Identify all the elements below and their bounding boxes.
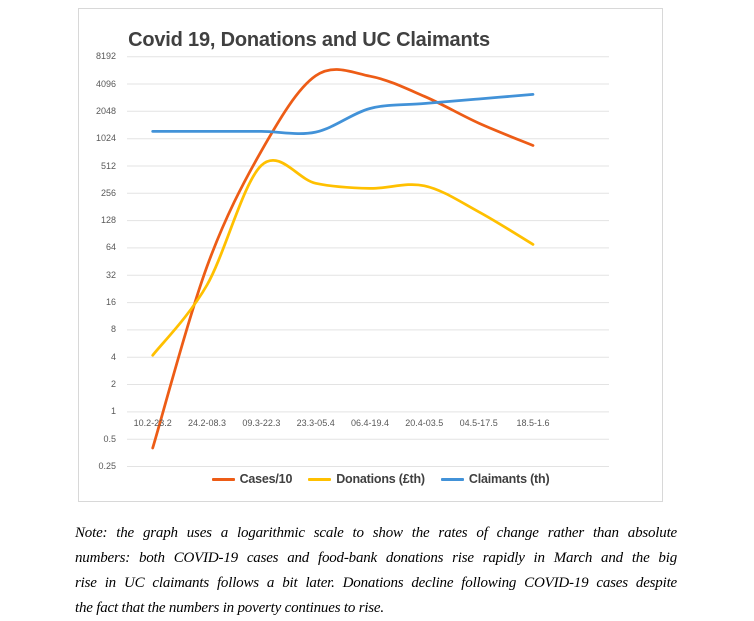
x-axis-tick-label: 09.3-22.3 <box>242 418 281 428</box>
note-line-1: Note: the graph uses a logarithmic scale… <box>75 525 677 541</box>
cases-line-swatch <box>211 477 235 481</box>
x-axis-tick-label: 18.5-1.6 <box>516 418 550 428</box>
donations-th-line <box>151 159 535 357</box>
x-axis-tick-label: 06.4-19.4 <box>350 418 390 428</box>
legend-item-donations: Donations (£th) <box>308 472 425 486</box>
y-axis-tick-label: 64 <box>105 242 116 253</box>
claimants-line-swatch <box>440 477 464 481</box>
y-axis-tick-label: 32 <box>105 269 116 280</box>
donations-line-swatch <box>308 477 332 481</box>
y-axis-tick-label: 0.5 <box>103 433 116 444</box>
x-axis-tick-label: 20.4-03.5 <box>405 418 444 428</box>
x-axis-tick-label: 04.5-17.5 <box>459 418 498 428</box>
plot-svg <box>127 56 609 467</box>
y-axis-tick-label: 8192 <box>95 51 116 62</box>
y-axis-tick-label: 512 <box>100 160 116 171</box>
chart-legend: Cases/10 Donations (£th) Claimants (th) <box>89 472 672 486</box>
note-line-2: numbers: both COVID-19 cases and food-ba… <box>75 550 677 566</box>
chart-title: Covid 19, Donations and UC Claimants <box>128 29 490 51</box>
legend-label-claimants: Claimants (th) <box>468 472 550 486</box>
y-axis-tick-label: 8 <box>110 324 116 335</box>
y-axis-tick-label: 4 <box>110 351 116 362</box>
y-axis-tick-label: 1024 <box>95 133 116 144</box>
figure-note: Note: the graph uses a logarithmic scale… <box>75 521 677 621</box>
y-axis-tick-label: 256 <box>100 187 116 198</box>
legend-label-donations: Donations (£th) <box>336 472 425 486</box>
y-axis-tick-label: 0.25 <box>98 461 116 471</box>
y-axis-tick-label: 16 <box>105 297 116 308</box>
legend-item-claimants: Claimants (th) <box>440 472 550 486</box>
y-axis-tick-label: 1 <box>110 406 116 417</box>
claimants-th-line <box>151 93 535 135</box>
legend-item-cases: Cases/10 <box>211 472 293 486</box>
x-axis-tick-label: 24.2-08.3 <box>187 418 227 428</box>
y-axis-tick-label: 128 <box>100 215 116 226</box>
x-axis-tick-label: 10.2-23.2 <box>133 418 172 428</box>
y-axis-tick-label: 4096 <box>95 78 116 89</box>
legend-label-cases: Cases/10 <box>239 472 293 486</box>
note-line-4: the fact that the numbers in poverty con… <box>75 600 384 616</box>
x-axis-tick-label: 23.3-05.4 <box>296 418 335 428</box>
cases-10-line <box>151 68 535 450</box>
chart-figure: Covid 19, Donations and UC Claimants Cas… <box>78 8 663 502</box>
y-axis-tick-label: 2048 <box>95 105 116 116</box>
note-line-3: rise in UC claimants follows a bit later… <box>75 575 677 591</box>
y-axis-tick-label: 2 <box>110 379 116 389</box>
